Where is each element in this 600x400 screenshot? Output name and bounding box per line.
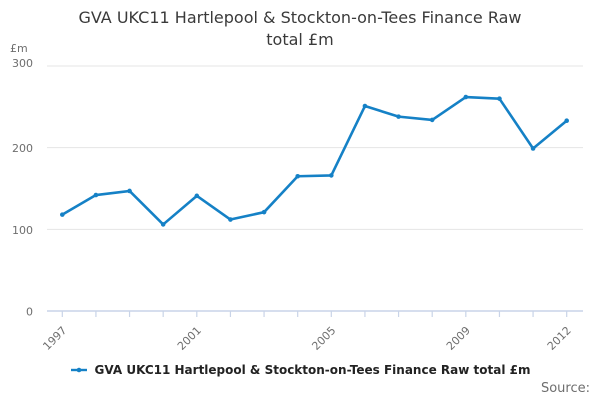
data-point[interactable] [530,146,536,151]
chart-title-line1: GVA UKC11 Hartlepool & Stockton-on-Tees … [78,8,522,27]
data-point[interactable] [127,188,132,194]
legend-line-marker-icon [70,367,87,373]
y-tick-label: 200 [12,142,33,155]
data-point[interactable] [329,173,334,178]
y-tick-label: 300 [12,57,33,70]
data-point[interactable] [564,118,569,124]
data-point[interactable] [194,193,200,199]
y-tick-label: 100 [12,224,33,237]
legend[interactable]: GVA UKC11 Hartlepool & Stockton-on-Tees … [0,363,600,377]
chart-title-line2: total £m [266,30,334,49]
data-point[interactable] [228,217,233,222]
data-point[interactable] [160,222,166,227]
source-label: Source: [540,381,590,396]
data-point[interactable] [429,117,435,123]
data-point[interactable] [463,94,469,100]
data-point[interactable] [60,212,65,217]
data-point[interactable] [93,192,99,198]
series-line [60,95,569,226]
x-tick-label: 1997 [40,324,69,353]
legend-series-label: GVA UKC11 Hartlepool & Stockton-on-Tees … [94,363,531,377]
y-tick-label: 0 [26,306,33,319]
data-point[interactable] [261,209,267,215]
x-tick-label: 2005 [309,324,338,353]
data-point[interactable] [396,114,401,119]
x-tick-label: 2001 [175,324,204,353]
x-tick-label: 2012 [545,324,574,353]
data-point[interactable] [295,173,300,179]
chart-title: GVA UKC11 Hartlepool & Stockton-on-Tees … [0,7,600,51]
x-tick-label: 2009 [444,324,473,353]
y-axis-unit-label: £m [10,42,28,55]
data-point[interactable] [362,103,368,109]
data-point[interactable] [497,96,502,101]
